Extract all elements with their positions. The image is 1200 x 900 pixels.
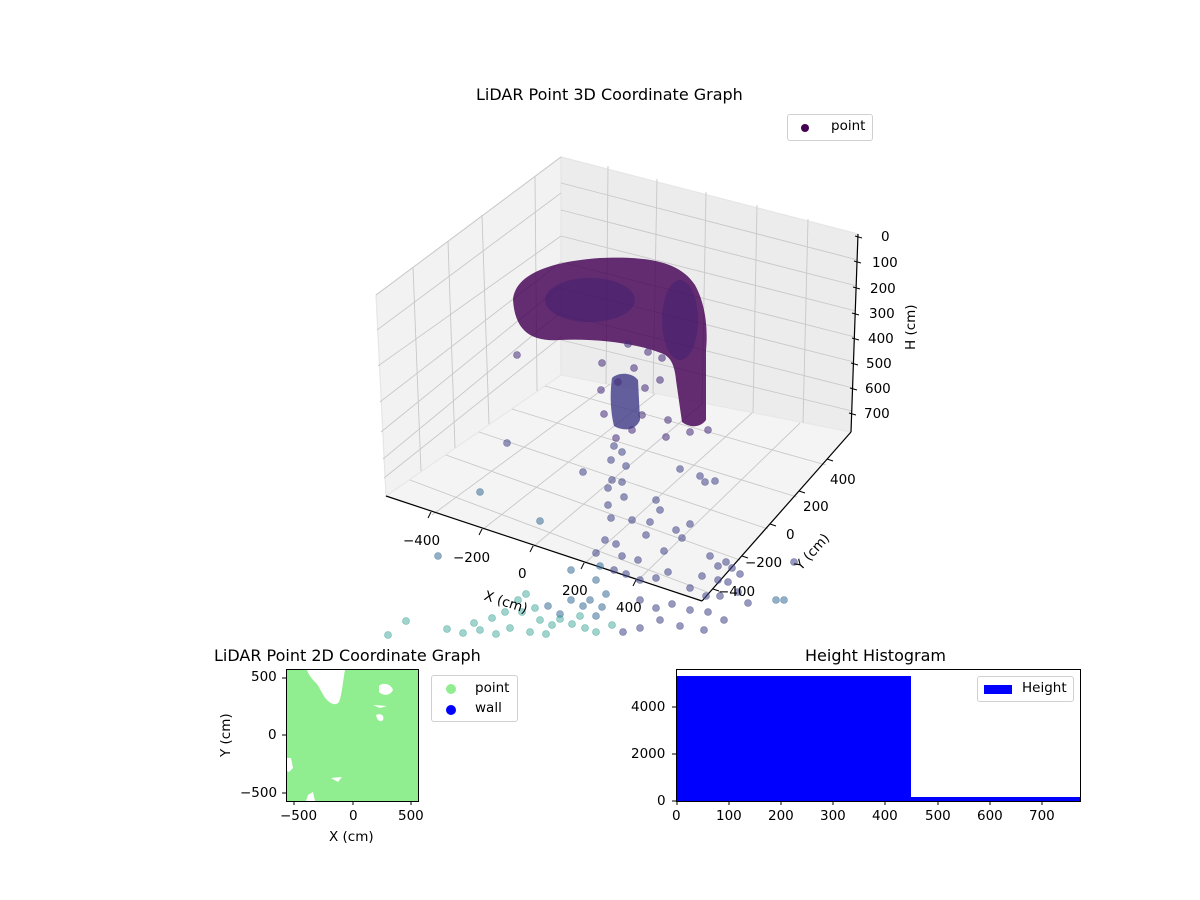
plot2d-xaxis-label: X (cm) xyxy=(329,829,374,845)
histogram-title: Height Histogram xyxy=(805,646,946,665)
plot3d-ytick-label: −200 xyxy=(745,555,783,571)
plot2d-legend: point wall xyxy=(431,675,518,722)
histogram-bar xyxy=(911,797,1080,801)
plot3d-ztick-label: 600 xyxy=(865,381,891,397)
plot2d-ytick-label: 0 xyxy=(268,727,277,743)
plot2d-xtick-label: −500 xyxy=(280,808,318,824)
plot3d-xtick-label: 400 xyxy=(616,600,642,616)
plot3d-ztick-label: 300 xyxy=(869,306,895,322)
legend-patch-icon xyxy=(984,685,1012,694)
plot3d-axes xyxy=(375,155,863,639)
plot2d-title: LiDAR Point 2D Coordinate Graph xyxy=(214,646,481,665)
plot2d-axes xyxy=(286,669,419,802)
histogram-xtick-label: 0 xyxy=(672,808,681,824)
histogram-ytick-label: 2000 xyxy=(631,746,666,762)
plot3d-ztick-label: 100 xyxy=(872,255,898,271)
plot3d-ytick-label: −400 xyxy=(718,584,756,600)
plot3d-ztick-label: 700 xyxy=(864,406,890,422)
plot3d-title: LiDAR Point 3D Coordinate Graph xyxy=(476,85,743,104)
plot3d-legend: point xyxy=(787,114,873,141)
plot2d-ytick-label: −500 xyxy=(240,785,278,801)
legend-dot-icon xyxy=(801,124,809,132)
plot3d-xtick-label: −200 xyxy=(453,550,491,566)
histogram-xtick-label: 400 xyxy=(872,808,898,824)
histogram-xtick-label: 300 xyxy=(820,808,846,824)
histogram-axes xyxy=(676,669,1081,802)
plot3d-xtick-label: 0 xyxy=(518,566,527,582)
legend-dot-icon xyxy=(446,705,456,715)
plot3d-zaxis-label: H (cm) xyxy=(903,304,919,350)
plot2d-yaxis-label: Y (cm) xyxy=(218,713,234,757)
plot2d-xtick-label: 500 xyxy=(398,808,424,824)
histogram-xtick-label: 600 xyxy=(977,808,1003,824)
plot2d-scatter-area xyxy=(287,670,393,801)
histogram-bar xyxy=(677,676,911,801)
histogram-xtick-label: 200 xyxy=(768,808,794,824)
histogram-legend: Height xyxy=(977,676,1074,702)
plot3d-legend-label: point xyxy=(831,118,866,134)
plot2d-legend-item-wall: wall xyxy=(432,699,517,720)
plot3d-ytick-label: 400 xyxy=(830,472,856,488)
plot3d-ytick-label: 200 xyxy=(803,499,829,515)
legend-dot-icon xyxy=(446,684,456,694)
plot3d-ztick-label: 0 xyxy=(881,229,890,245)
histogram-ytick-label: 4000 xyxy=(631,699,666,715)
histogram-xtick-label: 500 xyxy=(925,808,951,824)
plot3d-xtick-label: −400 xyxy=(403,533,441,549)
plot3d-ztick-label: 400 xyxy=(868,331,894,347)
plot3d-ytick-label: 0 xyxy=(786,527,795,543)
histogram-xtick-label: 700 xyxy=(1029,808,1055,824)
plot3d-ztick-label: 500 xyxy=(866,356,892,372)
histogram-xtick-label: 100 xyxy=(716,808,742,824)
plot3d-ztick-label: 200 xyxy=(870,281,896,297)
plot2d-ytick-label: 500 xyxy=(251,669,277,685)
plot2d-xtick-label: 0 xyxy=(349,808,358,824)
plot3d-xtick-label: 200 xyxy=(562,583,588,599)
plot2d-legend-item-point: point xyxy=(432,678,517,699)
histogram-ytick-label: 0 xyxy=(657,793,666,809)
